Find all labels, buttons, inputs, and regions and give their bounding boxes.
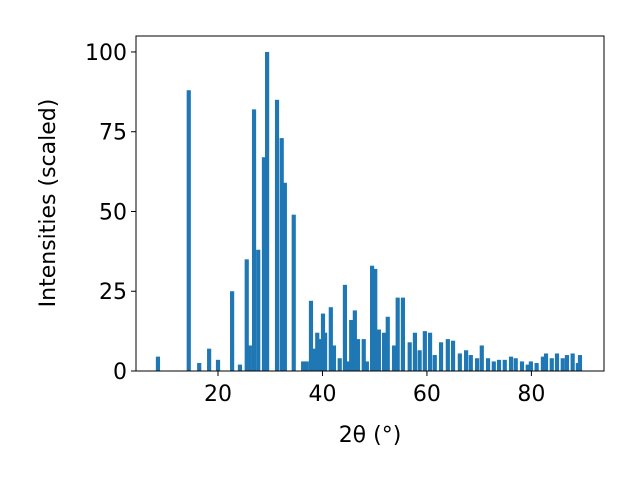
bar: [349, 319, 354, 371]
bar: [422, 331, 427, 371]
bar: [549, 358, 554, 371]
bar: [382, 332, 387, 371]
x-axis-label: 2θ (°): [339, 423, 402, 448]
bar: [256, 249, 261, 371]
y-axis-label: Intensities (scaled): [36, 99, 61, 308]
bar: [237, 364, 243, 371]
bar: [317, 339, 322, 371]
bar: [261, 157, 267, 371]
bar: [230, 291, 235, 371]
bar: [508, 356, 514, 371]
bar: [364, 361, 369, 371]
bar: [282, 182, 287, 371]
bar: [525, 364, 530, 371]
bar: [279, 138, 284, 371]
bar: [513, 358, 518, 371]
bar: [361, 339, 366, 371]
plot-frame: [135, 35, 605, 372]
bar: [577, 355, 583, 371]
bar: [534, 363, 539, 371]
y-tick-label: 0: [113, 360, 127, 385]
bar: [391, 345, 397, 371]
bar: [427, 332, 433, 371]
bar: [540, 356, 545, 371]
bar: [564, 355, 570, 371]
bar: [400, 297, 405, 371]
bar: [464, 350, 469, 371]
bar: [328, 307, 333, 371]
x-tick-label: 80: [517, 382, 545, 407]
bar: [438, 342, 444, 371]
bar: [373, 268, 378, 371]
bar: [519, 361, 525, 371]
bar: [570, 353, 575, 371]
bar: [502, 359, 507, 371]
bar: [370, 265, 375, 371]
bar: [265, 51, 270, 371]
bar: [485, 358, 491, 371]
x-tick-label: 60: [413, 382, 441, 407]
bar: [450, 340, 456, 371]
bar: [274, 99, 280, 372]
bar: [479, 345, 484, 371]
bar: [251, 109, 257, 371]
y-tick-label: 75: [99, 121, 127, 146]
bar: [304, 361, 309, 371]
bar: [345, 361, 351, 371]
bar: [352, 310, 357, 371]
bar: [417, 350, 422, 371]
bar: [331, 345, 337, 371]
bar: [186, 90, 191, 371]
bar: [432, 355, 437, 371]
bar: [301, 361, 306, 371]
bar: [528, 361, 533, 371]
bar: [445, 339, 450, 371]
bar: [355, 339, 361, 371]
x-tick-label: 20: [204, 382, 232, 407]
bar: [312, 348, 317, 371]
x-tick-label: 40: [308, 382, 336, 407]
bar: [215, 359, 221, 371]
bar: [491, 361, 496, 371]
bar: [496, 359, 502, 371]
bar: [342, 284, 348, 371]
bar: [543, 353, 549, 371]
bar: [244, 259, 249, 371]
bar: [376, 329, 381, 371]
bar: [308, 300, 314, 371]
bar: [560, 358, 565, 371]
bar: [247, 345, 252, 371]
bar: [395, 297, 400, 371]
bar: [337, 358, 342, 371]
bar: [474, 358, 480, 371]
bar: [322, 332, 328, 371]
bar: [155, 356, 161, 371]
bar: [554, 353, 560, 371]
bar: [207, 348, 212, 371]
y-tick-label: 50: [99, 200, 127, 225]
bar: [407, 342, 412, 371]
y-tick-label: 100: [85, 41, 127, 66]
bar: [468, 355, 473, 371]
bar: [385, 316, 390, 371]
bar: [457, 353, 462, 371]
bar: [291, 214, 296, 371]
bar: [412, 332, 418, 371]
bar: [315, 332, 320, 371]
y-tick-label: 25: [99, 280, 127, 305]
bar: [197, 363, 202, 371]
